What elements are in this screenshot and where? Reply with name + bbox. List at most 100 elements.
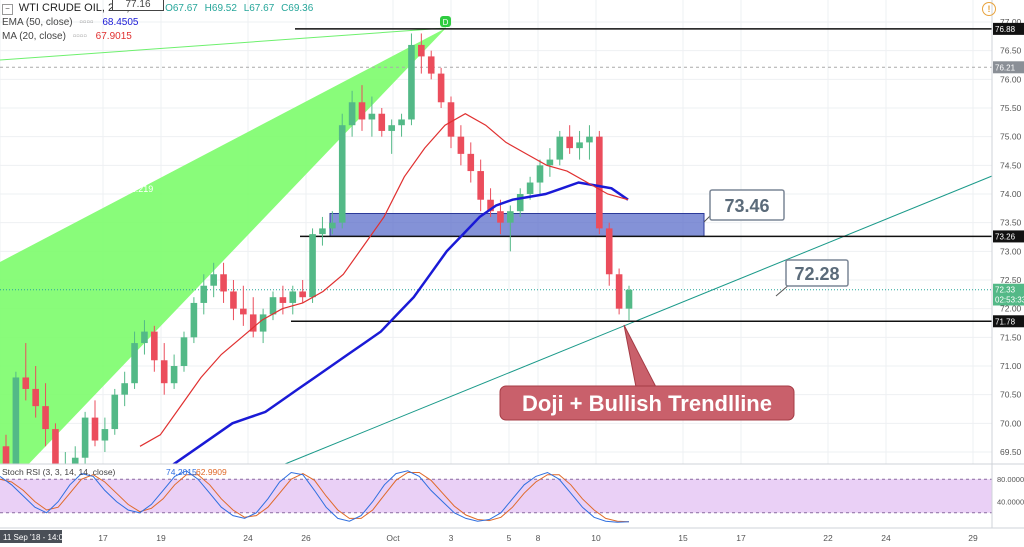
fib-fan-line[interactable] (0, 27, 447, 61)
candle-bearish[interactable] (487, 199, 494, 212)
study-settings-icons[interactable]: ▫▫▫▫ (79, 17, 94, 28)
candle-bullish[interactable] (507, 211, 514, 223)
trendline-callout-box[interactable] (785, 259, 849, 287)
candle-bearish[interactable] (615, 274, 623, 309)
candle-bearish[interactable] (230, 291, 237, 309)
collapse-icon[interactable]: − (2, 4, 13, 15)
price-axis-tick: 69.50 (1000, 447, 1022, 457)
candle-bullish[interactable] (576, 142, 583, 149)
candle-bearish[interactable] (32, 388, 39, 407)
price-axis-tick: 70.00 (1000, 418, 1022, 428)
candle-bearish[interactable] (2, 446, 10, 470)
candle-bullish[interactable] (210, 274, 217, 286)
candle-bullish[interactable] (536, 165, 544, 183)
candle-bearish[interactable] (160, 360, 168, 384)
candle-bearish[interactable] (240, 308, 247, 315)
candle-bearish[interactable] (22, 377, 30, 389)
candle-bullish[interactable] (190, 302, 198, 338)
candle-bearish[interactable] (299, 291, 306, 298)
candle-bearish[interactable] (220, 274, 227, 292)
fib-fan-area[interactable] (0, 28, 446, 494)
time-axis-label: 17 (98, 533, 108, 543)
candle-bearish[interactable] (447, 102, 455, 137)
ema-50-line[interactable] (149, 181, 629, 482)
candle-bullish[interactable] (141, 331, 148, 344)
candle-bearish[interactable] (42, 406, 49, 430)
candle-bearish[interactable] (467, 153, 475, 172)
candle-bearish[interactable] (596, 136, 603, 229)
candle-bearish[interactable] (378, 113, 386, 131)
time-axis-label: 5 (507, 533, 512, 543)
ma-legend-row[interactable]: MA (20, close) ▫▫▫▫ 67.9015 (2, 31, 132, 42)
candle-bullish[interactable] (269, 297, 277, 315)
candle-bullish[interactable] (625, 289, 633, 309)
candle-bullish[interactable] (71, 457, 79, 470)
candle-bullish[interactable] (348, 102, 356, 126)
time-axis-label: 24 (243, 533, 253, 543)
candle-bearish[interactable] (605, 228, 613, 275)
candle-bullish[interactable] (408, 44, 415, 120)
candle-bullish[interactable] (368, 113, 376, 120)
candle-bullish[interactable] (516, 194, 524, 212)
stoch-k-line[interactable] (0, 470, 630, 523)
candle-bullish[interactable] (526, 182, 534, 194)
candle-bullish[interactable] (319, 228, 326, 235)
time-axis-label: 24 (881, 533, 891, 543)
stoch-d-line[interactable] (0, 472, 630, 523)
candle-bullish[interactable] (289, 291, 297, 303)
candle-bullish[interactable] (180, 337, 188, 366)
time-axis-label: 29 (968, 533, 978, 543)
candle-bullish[interactable] (556, 136, 564, 160)
bullish-trendline[interactable] (284, 175, 993, 465)
candle-bullish[interactable] (398, 119, 405, 126)
candle-bearish[interactable] (418, 44, 425, 57)
candle-bearish[interactable] (279, 297, 287, 303)
candle-bullish[interactable] (121, 383, 128, 395)
candle-bearish[interactable] (566, 136, 573, 149)
price-badge (993, 61, 1024, 74)
resistance-zone[interactable] (329, 212, 705, 237)
stoch-band (0, 479, 992, 513)
alert-icon[interactable]: ! (982, 2, 996, 16)
study-settings-icons[interactable]: ▫▫▫▫ (72, 31, 87, 42)
time-axis-label: 19 (156, 533, 166, 543)
candle-bullish[interactable] (329, 222, 336, 229)
doji-callout-box[interactable] (499, 385, 795, 421)
candle-bullish[interactable] (81, 417, 89, 458)
candle-bearish[interactable] (427, 56, 435, 74)
candle-bullish[interactable] (388, 125, 395, 131)
candle-bearish[interactable] (437, 73, 445, 103)
candle-bullish[interactable] (338, 125, 346, 223)
candle-bullish[interactable] (101, 429, 109, 441)
candle-bullish[interactable] (131, 343, 138, 384)
candle-bearish[interactable] (91, 417, 99, 441)
candle-bullish[interactable] (259, 314, 267, 332)
ma-20-line[interactable] (139, 113, 629, 447)
price-axis-tick: 72.00 (1000, 304, 1022, 314)
zone-callout-box[interactable] (709, 189, 785, 221)
candle-bullish[interactable] (309, 234, 316, 298)
ema-legend-row[interactable]: EMA (50, close) ▫▫▫▫ 68.4505 (2, 17, 139, 28)
time-axis-label: 26 (301, 533, 311, 543)
candle-bearish[interactable] (249, 314, 257, 332)
floating-price-label[interactable]: 77.16 (112, 0, 164, 11)
time-axis-label: Oct (386, 533, 400, 543)
candle-bullish[interactable] (12, 377, 20, 470)
candle-bearish[interactable] (151, 331, 158, 361)
candle-bearish[interactable] (358, 102, 366, 120)
candle-bearish[interactable] (52, 429, 59, 475)
candle-bullish[interactable] (546, 159, 554, 166)
price-axis-background (992, 0, 1024, 547)
price-axis-tick: 71.50 (1000, 332, 1022, 342)
candle-bullish[interactable] (200, 285, 208, 303)
candle-bearish[interactable] (457, 136, 465, 154)
candle-bullish[interactable] (170, 366, 178, 384)
candle-bearish[interactable] (477, 171, 484, 200)
candle-bullish[interactable] (586, 136, 593, 143)
price-axis-tick: 73.50 (1000, 218, 1022, 228)
drawing-marker[interactable] (440, 16, 451, 27)
candle-bullish[interactable] (111, 394, 119, 430)
candle-bearish[interactable] (497, 211, 504, 223)
price-badge (993, 283, 1024, 296)
